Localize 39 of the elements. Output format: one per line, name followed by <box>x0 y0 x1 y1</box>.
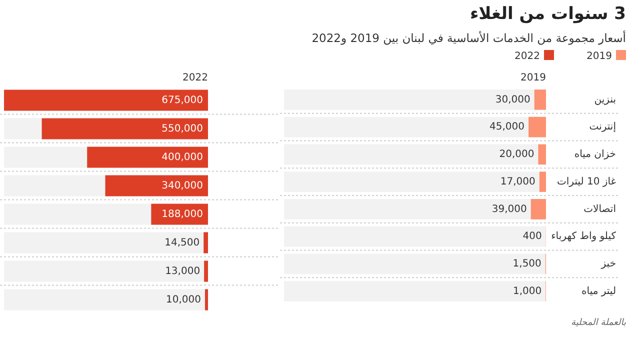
y-tick-label: ليتر مياه <box>582 286 616 297</box>
bar <box>539 172 546 192</box>
chart-title: 3 سنوات من الغلاء <box>470 4 626 24</box>
y-tick-label: خزان مياه <box>574 149 616 160</box>
y-tick-label: كيلو واط كهرباء <box>551 231 616 242</box>
data-label: 400,000 <box>162 152 203 163</box>
y-tick-label: خبز <box>600 258 616 270</box>
text: 2019 <box>520 72 546 84</box>
data-label: 17,000 <box>500 176 536 188</box>
chart-subtitle: أسعار مجموعة من الخدمات الأساسية في لبنان بين 2019 و2022 <box>312 31 626 45</box>
y-tick-label: اتصالات <box>584 204 616 215</box>
data-label: 400 <box>522 231 542 242</box>
data-label: 39,000 <box>492 204 527 215</box>
data-label: 1,500 <box>512 258 542 270</box>
data-label: 340,000 <box>162 180 203 192</box>
data-label: 14,500 <box>164 237 200 248</box>
data-label: 45,000 <box>490 122 525 133</box>
data-label: 20,000 <box>499 149 534 160</box>
text: 2022 <box>182 72 208 84</box>
bar <box>538 144 546 165</box>
data-label: 550,000 <box>162 123 203 134</box>
bar <box>528 116 546 138</box>
bar <box>204 232 208 254</box>
data-label: 30,000 <box>495 94 530 106</box>
legend-label: 2022 <box>514 50 541 62</box>
bar <box>530 199 546 220</box>
bar <box>534 90 546 110</box>
data-label: 13,000 <box>165 266 200 277</box>
bar <box>204 289 208 310</box>
data-label: 1,000 <box>512 286 542 297</box>
bar <box>204 260 208 282</box>
text: بالعملة المحلية <box>571 318 626 328</box>
legend-label: 2019 <box>586 50 613 62</box>
y-tick-label: إنترنت <box>589 122 616 133</box>
y-tick-label: بنزين <box>594 94 616 106</box>
data-label: 675,000 <box>162 94 203 106</box>
data-label: 188,000 <box>162 208 203 220</box>
y-tick-label: غاز 10 ليترات <box>556 176 616 188</box>
data-label: 10,000 <box>166 294 201 306</box>
